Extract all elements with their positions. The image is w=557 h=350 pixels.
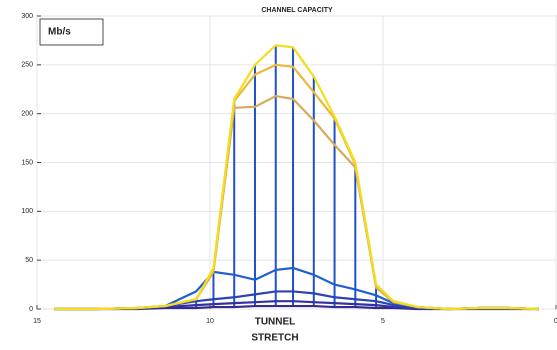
marks bbox=[54, 44, 539, 311]
y-axis-label: Mb/s bbox=[48, 27, 71, 38]
series-line bbox=[54, 44, 539, 311]
chart-title: CHANNEL CAPACITY bbox=[261, 7, 333, 14]
y-tick-label: 0 bbox=[29, 306, 33, 313]
x-axis-label: TUNNEL bbox=[255, 317, 296, 328]
x-tick-label: 10 bbox=[206, 318, 214, 325]
x-tick-label: 0 bbox=[554, 318, 557, 325]
y-tick-label: 300 bbox=[21, 13, 33, 20]
unit-box bbox=[39, 18, 104, 46]
x-tick-label: 15 bbox=[33, 318, 41, 325]
y-tick-label: 250 bbox=[21, 62, 33, 69]
x-tick-label: 5 bbox=[381, 318, 385, 325]
x-axis-label: STRETCH bbox=[251, 333, 298, 344]
y-tick-label: 50 bbox=[25, 257, 33, 264]
y-tick-label: 150 bbox=[21, 159, 33, 166]
y-tick-label: 100 bbox=[21, 208, 33, 215]
y-tick-label: 200 bbox=[21, 111, 33, 118]
